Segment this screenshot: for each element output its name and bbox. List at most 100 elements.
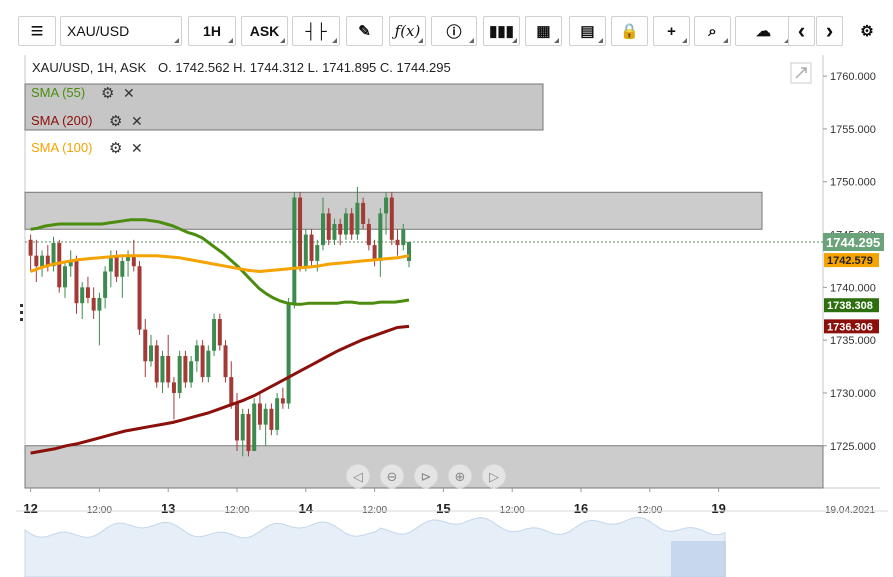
zoom-out-icon[interactable]: ⊖ [379, 463, 405, 489]
y-tick-label: 1750.000 [830, 177, 876, 189]
next-button[interactable]: › [816, 16, 843, 46]
svg-text:⊕: ⊕ [455, 470, 466, 485]
x-tick-label: 14 [299, 501, 314, 516]
scroll-left-icon[interactable]: ◁ [345, 463, 371, 489]
info-icon: ⓘ [446, 23, 462, 41]
price-type-select[interactable]: ASK [241, 16, 288, 46]
settings-icon: ⚙ [860, 23, 874, 40]
legend-label: SMA (55) [31, 85, 85, 100]
calculator-button[interactable]: ▤ [569, 16, 606, 46]
candle-body [103, 271, 108, 298]
candle-body [85, 287, 90, 298]
drag-handle-dot [20, 318, 23, 321]
draw-button[interactable]: ✎ [346, 16, 383, 46]
candle-body [217, 319, 222, 346]
lock-icon: 🔒 [620, 23, 639, 40]
candle-body [407, 241, 411, 261]
candle-body [120, 260, 125, 277]
candle-body [97, 297, 102, 311]
candle-body [160, 355, 165, 383]
dropdown-corner-icon [598, 38, 603, 43]
candle-body [223, 345, 228, 378]
volume-button[interactable]: ▮▮▮ [483, 16, 520, 46]
sma-line-200 [30, 324, 410, 455]
scroll-right-icon[interactable]: ▷ [481, 463, 507, 489]
y-tick-label: 1740.000 [830, 282, 876, 294]
volume-icon: ▮▮▮ [489, 23, 514, 40]
legend-label: SMA (200) [31, 113, 92, 128]
candle-body [401, 229, 406, 246]
y-tick-label: 1755.000 [830, 124, 876, 136]
timeframe-select[interactable]: 1H [188, 16, 236, 46]
candle-body [194, 345, 199, 362]
candle-body [137, 266, 142, 330]
menu-button[interactable]: ≡ [18, 16, 56, 46]
candle-body [286, 303, 291, 404]
candle-body [366, 223, 371, 246]
svg-text:◁: ◁ [353, 470, 363, 485]
price-tag-box [824, 298, 879, 313]
cloud-button[interactable]: ☁ [735, 16, 792, 46]
calculator-icon: ▤ [580, 23, 595, 40]
legend-entry: SMA (100) ⚙ ✕ [31, 139, 143, 157]
draw-icon: ✎ [358, 23, 371, 40]
candle-body [326, 213, 331, 240]
close-icon[interactable]: ✕ [131, 114, 143, 130]
prev-icon: ‹ [797, 18, 806, 43]
dropdown-corner-icon [174, 38, 179, 43]
info-button[interactable]: ⓘ [431, 16, 477, 46]
settings-button[interactable]: ⚙ [849, 16, 885, 46]
price-tag: 1736.306 [824, 319, 879, 334]
candle-body [126, 255, 131, 261]
crosshair-button[interactable]: + [653, 16, 690, 46]
candle-body [28, 239, 33, 256]
function-button[interactable]: ƒ(x) [389, 16, 426, 46]
navigator[interactable] [16, 510, 888, 577]
candle-body [384, 197, 389, 214]
toolbar: ≡ XAU/USD 1H ASK ┤├ ✎ ƒ(x) ⓘ ▮▮▮ ▦ ▤ 🔒 + ⌕ ☁ ‹ › ⚙ [16, 14, 888, 50]
maximize-icon[interactable] [790, 62, 812, 84]
candle-body [235, 403, 239, 441]
gear-icon[interactable]: ⚙ [109, 139, 122, 157]
candle-body [395, 239, 400, 246]
candle-body [34, 255, 39, 267]
close-icon[interactable]: ✕ [123, 86, 135, 102]
lock-button[interactable]: 🔒 [611, 16, 648, 46]
x-tick-label: 16 [574, 501, 588, 516]
symbol-select[interactable]: XAU/USD [60, 16, 182, 46]
gear-icon[interactable]: ⚙ [101, 84, 114, 102]
zoom-button[interactable]: ⌕ [694, 16, 731, 46]
price-tag-box [824, 319, 879, 334]
zoom-in-icon[interactable]: ⊕ [447, 463, 473, 489]
candle-body [68, 260, 73, 267]
candle-body [355, 202, 360, 235]
legend-entry: SMA (200) ⚙ ✕ [31, 112, 143, 130]
candle-body [257, 403, 262, 425]
candle-body [212, 319, 217, 351]
fit-icon[interactable]: ⊳ [413, 463, 439, 489]
candle-body [332, 223, 337, 240]
gear-icon[interactable]: ⚙ [109, 112, 122, 130]
prev-button[interactable]: ‹ [788, 16, 815, 46]
candle-body [298, 197, 303, 267]
svg-text:⊖: ⊖ [387, 470, 398, 485]
candle-body [149, 345, 153, 362]
navigator-window [671, 541, 726, 577]
crosshair-icon: + [667, 22, 676, 40]
svg-text:⊳: ⊳ [421, 470, 432, 485]
y-tick-label: 1725.000 [830, 441, 876, 453]
dropdown-corner-icon [418, 38, 423, 43]
candles-button[interactable]: ┤├ [292, 16, 340, 46]
price-tag: 1742.579 [824, 253, 879, 268]
candle-body [292, 197, 297, 304]
calendar-button[interactable]: ▦ [525, 16, 562, 46]
legend-label: SMA (100) [31, 140, 92, 155]
candle-body [280, 398, 285, 404]
close-icon[interactable]: ✕ [131, 141, 143, 157]
candles-icon: ┤├ [305, 22, 327, 40]
sma-line-100 [30, 254, 410, 273]
chart-title: XAU/USD, 1H, ASK [32, 60, 146, 75]
price-type-select-label: ASK [249, 23, 280, 39]
timeframe-select-label: 1H [203, 23, 221, 39]
